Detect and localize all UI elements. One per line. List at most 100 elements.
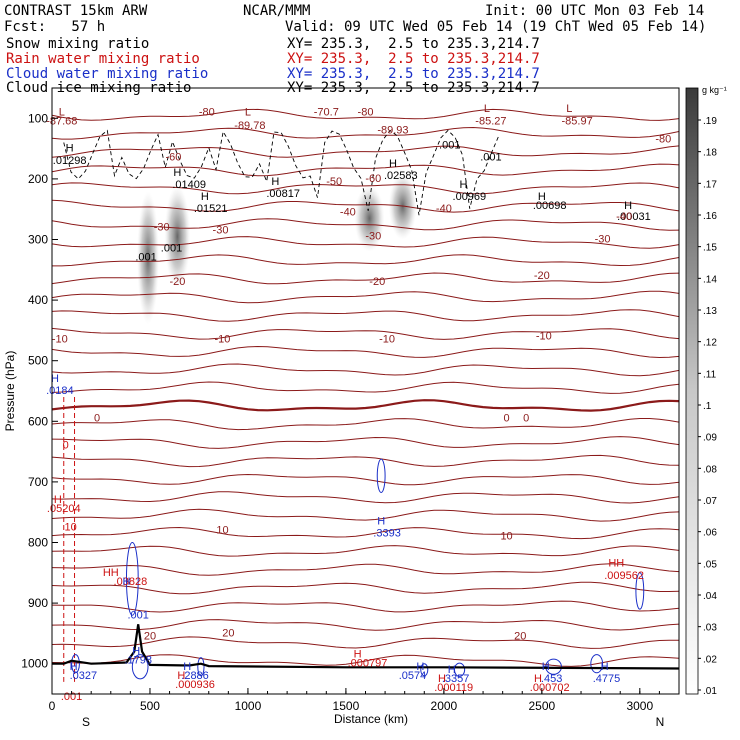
temperature-contour-line <box>52 381 679 394</box>
end-label-north: N <box>656 715 665 729</box>
contour-label: HH <box>608 558 624 570</box>
contour-label: H <box>459 179 467 191</box>
contour-label: L <box>245 106 251 118</box>
contour-label: -20 <box>169 276 185 288</box>
contour-labels: L-87.68-80 L-89.78-70.7 -80-89.93L-85.27L-… <box>46 103 671 703</box>
contour-label: -30 <box>154 221 170 233</box>
contour-label: H <box>416 661 424 673</box>
contour-label: .009562 <box>604 570 644 582</box>
contour-label: .001 <box>161 243 182 255</box>
temperature-contour-line <box>52 619 679 631</box>
colorbar-label: .09 <box>703 433 717 444</box>
colorbar-label: .04 <box>703 591 717 602</box>
contour-label: L <box>566 103 572 115</box>
temperature-contour-line <box>52 254 679 267</box>
temperature-contour-line <box>52 399 679 412</box>
cloud-water-contour <box>197 657 205 677</box>
contour-label: 20 <box>144 630 156 642</box>
forecast-hour: Fcst: 57 h <box>4 19 106 35</box>
contour-label: -50 <box>326 176 342 188</box>
y-tick-label: 100 <box>28 111 48 125</box>
snow-plume <box>164 184 191 288</box>
legend-snow-xy: XY= 235.3, 2.5 to 235.3,214.7 <box>287 36 540 52</box>
terrain-profile <box>52 624 679 670</box>
colorbar-label: .05 <box>703 559 717 570</box>
y-tick-label: 1000 <box>21 657 48 671</box>
contour-label: H <box>132 646 140 658</box>
contour-label: -40 <box>340 206 356 218</box>
cloud-water-contour <box>590 654 604 674</box>
cloud-water-contour <box>125 542 139 616</box>
contour-label: L <box>484 103 490 115</box>
contour-label: -10 <box>52 334 68 346</box>
snow-shading <box>137 172 417 325</box>
colorbar-label: .01 <box>703 686 717 697</box>
temperature-contour-line <box>52 636 679 649</box>
end-label-south: S <box>82 715 90 729</box>
contour-label: H <box>271 176 279 188</box>
contour-label: .0184 <box>46 385 74 397</box>
contour-label: .0574 <box>399 670 427 682</box>
contour-label: H <box>438 673 446 685</box>
colorbar-label: .14 <box>703 274 717 285</box>
y-tick-label: 700 <box>28 475 48 489</box>
model-title: CONTRAST 15km ARW <box>4 3 148 19</box>
x-axis-label: Distance (km) <box>334 712 408 726</box>
contour-label: H <box>66 143 74 155</box>
y-axis-label: Pressure (hPa) <box>3 351 17 432</box>
contour-label: .00031 <box>617 211 651 223</box>
contour-label: H <box>173 167 181 179</box>
temperature-contour-line <box>52 199 679 213</box>
temperature-contour-line <box>52 108 679 121</box>
x-tick-label: 500 <box>140 699 160 713</box>
temperature-contour-line <box>52 126 679 140</box>
legend-rain-label: Rain water mixing ratio <box>6 51 200 67</box>
contour-label: -89.78 <box>234 120 265 132</box>
contour-label: .01521 <box>194 203 228 215</box>
contour-label: .000797 <box>348 658 388 670</box>
temperature-contours <box>52 108 679 667</box>
temperature-contour-line <box>52 563 679 576</box>
contour-label: -10 <box>536 330 552 342</box>
contour-label: .4775 <box>593 673 621 685</box>
legend-rain-xy: XY= 235.3, 2.5 to 235.3,214.7 <box>287 51 540 67</box>
colorbar-unit: g kg⁻¹ <box>702 85 727 95</box>
axes: 0 500 1000 1500 2000 2500 30001002003004005006… <box>21 111 660 713</box>
contour-label: .03828 <box>114 576 148 588</box>
contour-label: -80 <box>358 106 374 118</box>
org-label: NCAR/MMM <box>243 3 311 19</box>
contour-label: 10 <box>216 524 228 536</box>
contour-label: .02583 <box>384 170 418 182</box>
contour-label: H <box>542 661 550 673</box>
contour-label: .001 <box>439 140 460 152</box>
contour-label: H <box>51 373 59 385</box>
contour-label: -80 <box>655 134 671 146</box>
contour-label: H <box>122 576 130 588</box>
y-tick-label: 600 <box>28 414 48 428</box>
colorbar-label: .12 <box>703 338 717 349</box>
contour-label: -87.68 <box>46 115 77 127</box>
temperature-contour-line <box>52 491 679 504</box>
cloud-water-contour <box>376 458 386 494</box>
contour-label: .1798 <box>124 655 152 667</box>
contour-label: -20 <box>369 276 385 288</box>
y-tick-label: 800 <box>28 536 48 550</box>
contour-label: H <box>354 649 362 661</box>
contour-label: H <box>177 670 185 682</box>
contour-label: -30 <box>595 234 611 246</box>
colorbar-label: .19 <box>703 116 717 127</box>
contour-label: -10 <box>215 334 231 346</box>
init-time: Init: 00 UTC Mon 03 Feb 14 <box>485 3 705 19</box>
contour-label: H <box>624 200 632 212</box>
temperature-contour-line <box>52 600 679 613</box>
temperature-contour-line <box>52 545 679 557</box>
contour-label: 0 <box>63 440 69 452</box>
contour-label: -10 <box>379 334 395 346</box>
contour-label: .00817 <box>266 188 300 200</box>
contour-label: -30 <box>213 224 229 236</box>
contour-label: .001 <box>128 609 149 621</box>
contour-label: -30 <box>365 231 381 243</box>
contour-label: 0 <box>94 412 100 424</box>
temperature-contour-line <box>52 363 679 377</box>
cloud-water-contour <box>420 663 429 677</box>
